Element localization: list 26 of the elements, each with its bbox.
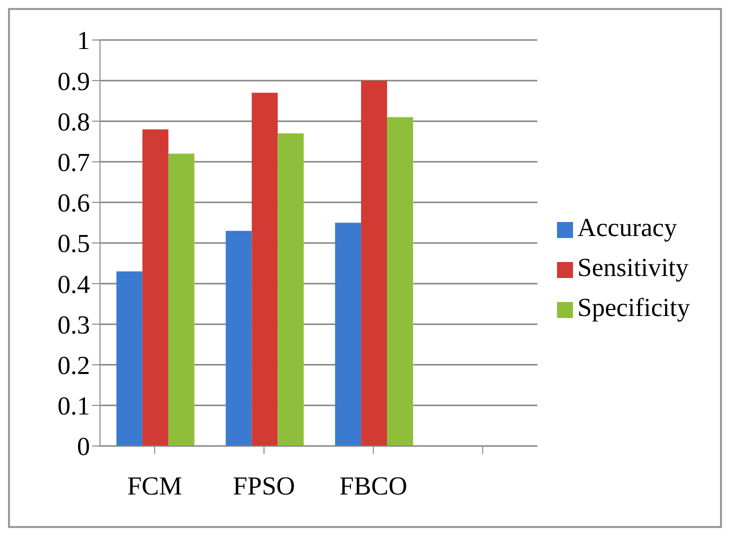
y-tick-label: 0.5 bbox=[58, 229, 90, 258]
legend-label: Sensitivity bbox=[577, 253, 689, 282]
legend-label: Accuracy bbox=[577, 213, 677, 242]
x-tick-label: FPSO bbox=[232, 471, 296, 500]
bar bbox=[168, 154, 194, 446]
y-tick-label: 0.7 bbox=[58, 148, 90, 178]
x-tick-label: FBCO bbox=[339, 471, 408, 500]
y-tick-label: 0.8 bbox=[58, 107, 90, 136]
y-tick-label: 0 bbox=[77, 432, 90, 462]
x-tick-label: FCM bbox=[127, 471, 182, 500]
y-tick-label: 0.6 bbox=[58, 188, 90, 218]
bar bbox=[142, 129, 168, 446]
y-tick-label: 1 bbox=[77, 26, 90, 56]
bar bbox=[116, 271, 142, 446]
y-tick-label: 0.9 bbox=[58, 66, 90, 96]
y-tick-label: 0.1 bbox=[58, 392, 90, 421]
legend-label: Specificity bbox=[577, 293, 690, 322]
bar bbox=[335, 222, 362, 446]
bar bbox=[361, 80, 388, 446]
bar bbox=[252, 92, 278, 446]
y-tick-label: 0.2 bbox=[58, 351, 90, 380]
y-tick-label: 0.3 bbox=[58, 310, 90, 340]
bar bbox=[226, 230, 252, 446]
y-tick-label: 0.4 bbox=[58, 270, 90, 299]
bar bbox=[387, 117, 414, 446]
bar bbox=[278, 133, 304, 446]
